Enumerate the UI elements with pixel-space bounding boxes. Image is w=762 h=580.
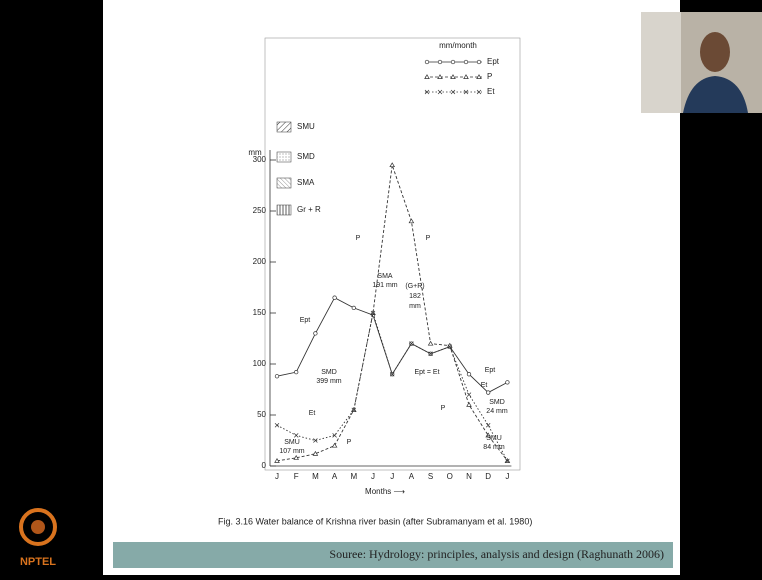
legend-label: P	[487, 72, 492, 81]
logo-text: NPTEL	[20, 556, 56, 568]
data-point	[275, 374, 279, 378]
x-tick-label: D	[485, 472, 491, 481]
y-tick-label: 0	[262, 461, 267, 470]
data-point	[294, 370, 298, 374]
unit-note: mm/month	[439, 41, 477, 50]
x-tick-label: F	[294, 472, 299, 481]
annotation: (G+R)	[405, 283, 424, 290]
x-tick-label: M	[312, 472, 319, 481]
legend-label: Gr + R	[297, 205, 321, 214]
data-point	[486, 391, 490, 395]
annotation: 191 mm	[372, 282, 397, 289]
annotation: Ept = Et	[414, 369, 439, 376]
y-tick-label: 250	[253, 206, 267, 215]
annotation: Ept	[300, 317, 311, 324]
annotation: 399 mm	[316, 378, 341, 385]
annotation: SMD	[321, 369, 337, 376]
annotation: SMA	[377, 273, 393, 280]
data-point	[333, 296, 337, 300]
x-tick-label: N	[466, 472, 472, 481]
annotation: P	[441, 405, 446, 412]
annotation: 182	[409, 293, 421, 300]
x-tick-label: J	[371, 472, 375, 481]
legend-label: SMU	[297, 122, 315, 131]
legend-label: SMA	[297, 178, 315, 187]
annotation: SMD	[489, 399, 505, 406]
x-tick-label: S	[428, 472, 433, 481]
legend-label: SMD	[297, 152, 315, 161]
annotation: 24 mm	[486, 408, 508, 415]
x-tick-label: M	[350, 472, 357, 481]
annotation: 84 mm	[483, 444, 505, 451]
logo-icon	[31, 520, 45, 534]
data-point	[314, 332, 318, 336]
x-tick-label: A	[409, 472, 415, 481]
annotation: P	[426, 235, 431, 242]
data-point	[352, 306, 356, 310]
x-tick-label: J	[275, 472, 279, 481]
annotation: SMU	[486, 435, 502, 442]
x-tick-label: O	[447, 472, 453, 481]
source-text: Souree: Hydrology: principles, analysis …	[329, 547, 664, 561]
annotation: Et	[309, 410, 316, 417]
legend-marker	[464, 60, 468, 64]
x-tick-label: J	[390, 472, 394, 481]
annotation: P	[356, 235, 361, 242]
caption: Fig. 3.16 Water balance of Krishna river…	[218, 516, 532, 526]
y-tick-label: 150	[253, 308, 267, 317]
legend-marker	[477, 60, 481, 64]
legend-swatch	[277, 178, 291, 188]
annotation: 107 mm	[279, 448, 304, 455]
y-tick-label: 200	[253, 257, 267, 266]
webcam-wall	[641, 12, 681, 113]
data-point	[506, 381, 510, 385]
legend-label: Et	[487, 87, 495, 96]
x-tick-label: A	[332, 472, 338, 481]
legend-marker	[451, 60, 455, 64]
legend-label: Ept	[487, 57, 500, 66]
annotation: P	[347, 439, 352, 446]
data-point	[467, 372, 471, 376]
legend-swatch	[277, 152, 291, 162]
legend-swatch	[277, 122, 291, 132]
slide: 050100150200250300JFMAMJJASONDJEptPEt SM…	[0, 0, 762, 575]
annotation: SMU	[284, 439, 300, 446]
y-tick-label: 100	[253, 359, 267, 368]
legend-marker	[425, 60, 429, 64]
webcam-person	[700, 32, 730, 72]
legend-marker	[438, 60, 442, 64]
x-axis-label: Months ⟶	[365, 487, 405, 496]
annotation: Et	[481, 382, 488, 389]
x-tick-label: J	[505, 472, 509, 481]
y-tick-label: 50	[257, 410, 266, 419]
annotation: Ept	[485, 367, 496, 374]
annotation: mm	[409, 303, 421, 310]
y-axis-label: mm	[248, 148, 262, 157]
legend-swatch	[277, 205, 291, 215]
